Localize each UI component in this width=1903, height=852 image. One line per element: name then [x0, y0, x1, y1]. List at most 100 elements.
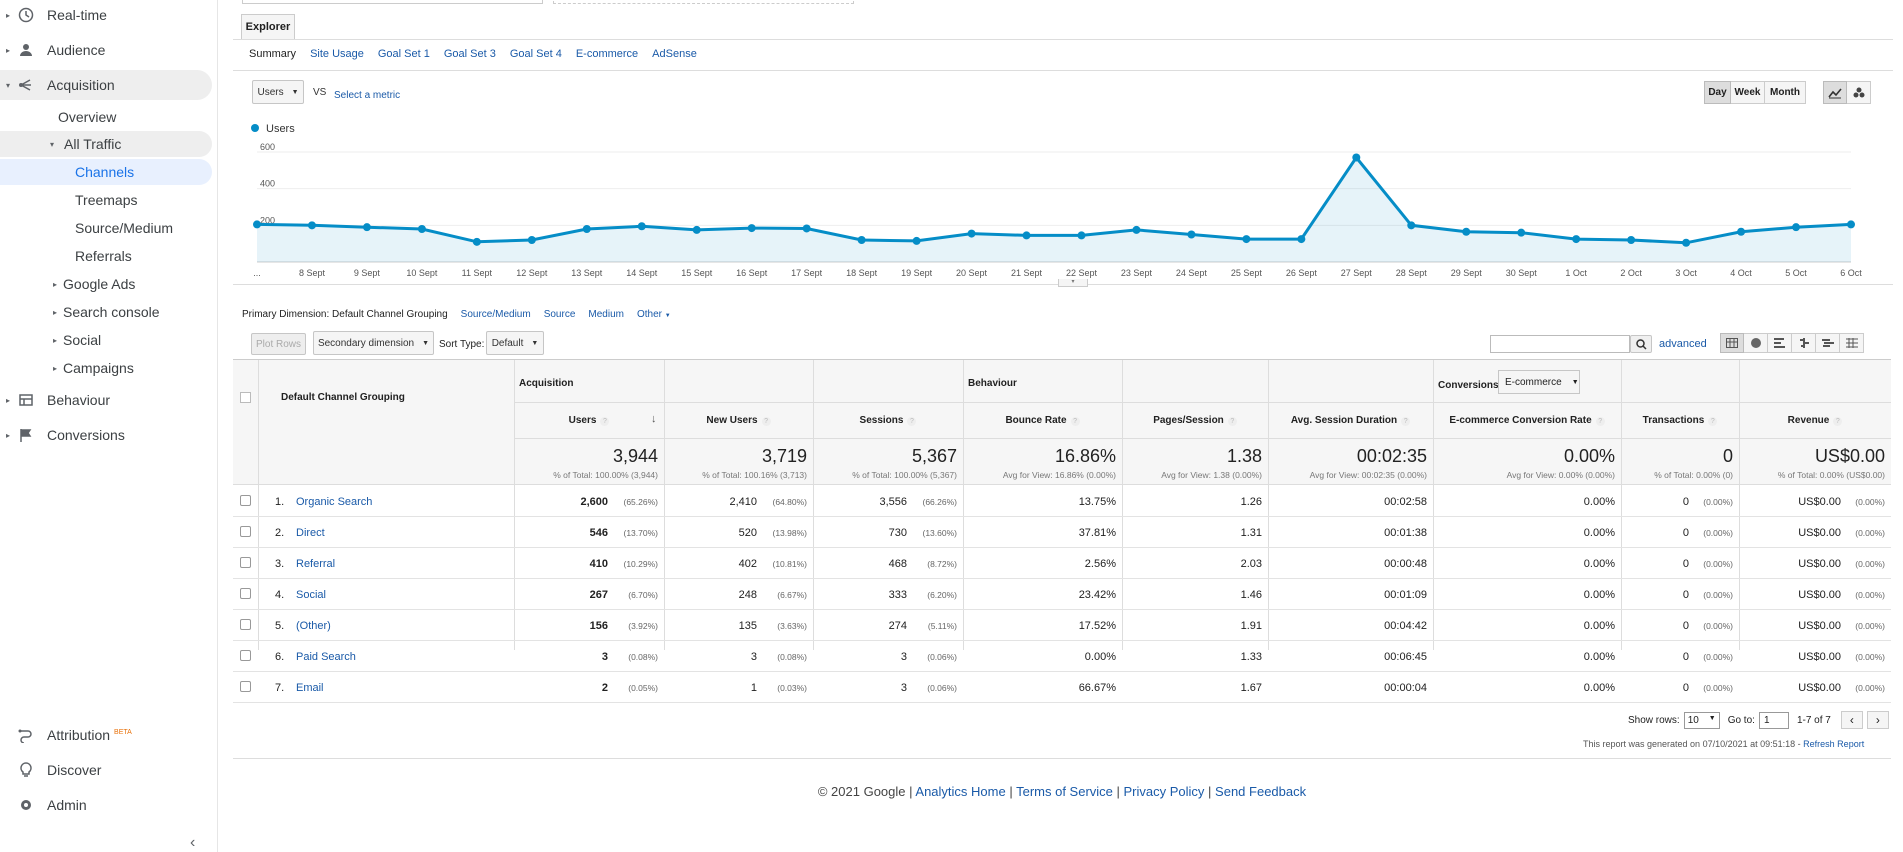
- dimension-source-medium[interactable]: Source/Medium: [460, 309, 531, 320]
- footer-feedback[interactable]: Send Feedback: [1215, 784, 1307, 799]
- data-point[interactable]: [1077, 231, 1086, 240]
- table-view-icon[interactable]: [1720, 333, 1744, 353]
- data-point[interactable]: [1627, 236, 1636, 244]
- subtab-goal-set-1[interactable]: Goal Set 1: [377, 48, 430, 60]
- nav-google-ads[interactable]: ▸ Google Ads: [53, 271, 135, 297]
- show-rows-select[interactable]: 10 ▼: [1683, 711, 1720, 729]
- next-page-icon[interactable]: ›: [1866, 711, 1889, 729]
- data-point[interactable]: [1792, 223, 1801, 232]
- data-point[interactable]: [637, 222, 646, 231]
- dimension-header[interactable]: Default Channel Grouping: [281, 392, 405, 403]
- footer-privacy[interactable]: Privacy Policy: [1123, 784, 1205, 799]
- row-channel-link[interactable]: Referral: [296, 558, 336, 570]
- dimension-source[interactable]: Source: [543, 309, 576, 320]
- data-point[interactable]: [1242, 235, 1251, 244]
- table-row[interactable]: [233, 579, 1891, 610]
- column-header[interactable]: Revenue?: [1739, 415, 1891, 426]
- row-channel-link[interactable]: Paid Search: [296, 651, 356, 663]
- row-channel-link[interactable]: Email: [296, 682, 324, 694]
- nav-discover[interactable]: Discover: [0, 755, 212, 785]
- dimension-other[interactable]: Other ▼: [636, 309, 671, 320]
- data-point[interactable]: [1022, 231, 1031, 240]
- subtab-adsense[interactable]: AdSense: [652, 48, 697, 60]
- nav-referrals[interactable]: Referrals: [75, 248, 132, 264]
- nav-behaviour[interactable]: ▸ Behaviour: [0, 385, 212, 415]
- footer-analytics-home[interactable]: Analytics Home: [915, 784, 1006, 799]
- row-channel-link[interactable]: Direct: [296, 527, 325, 539]
- row-checkbox[interactable]: [240, 588, 251, 599]
- nav-source-medium[interactable]: Source/Medium: [75, 220, 174, 236]
- subtab-goal-set-3[interactable]: Goal Set 3: [443, 48, 496, 60]
- sort-desc-icon[interactable]: ↓: [651, 413, 657, 425]
- data-point[interactable]: [1352, 153, 1361, 162]
- column-header[interactable]: Bounce Rate?: [963, 415, 1122, 426]
- nav-admin[interactable]: Admin: [0, 790, 212, 820]
- table-row[interactable]: [233, 610, 1891, 641]
- compare-box[interactable]: [553, 0, 854, 4]
- column-header[interactable]: Avg. Session Duration?: [1268, 415, 1433, 426]
- performance-view-icon[interactable]: [1768, 333, 1792, 353]
- data-point[interactable]: [857, 236, 866, 244]
- dimension-medium[interactable]: Medium: [588, 309, 624, 320]
- data-point[interactable]: [967, 229, 976, 238]
- column-header[interactable]: E-commerce Conversion Rate?: [1433, 415, 1621, 426]
- table-row[interactable]: [233, 548, 1891, 579]
- metric-select[interactable]: Users ▼: [252, 80, 304, 104]
- row-channel-link[interactable]: Organic Search: [296, 496, 373, 508]
- footer-terms[interactable]: Terms of Service: [1016, 784, 1113, 799]
- data-point[interactable]: [472, 237, 481, 246]
- row-checkbox[interactable]: [240, 557, 251, 568]
- subtab-site-usage[interactable]: Site Usage: [310, 48, 364, 60]
- table-row[interactable]: [233, 641, 1891, 672]
- refresh-report-link[interactable]: Refresh Report: [1803, 739, 1865, 749]
- search-icon[interactable]: [1630, 335, 1652, 353]
- column-header[interactable]: Users?: [514, 415, 664, 426]
- plot-rows-button[interactable]: Plot Rows: [251, 333, 306, 355]
- data-point[interactable]: [1847, 220, 1855, 229]
- data-point[interactable]: [1132, 225, 1141, 234]
- data-point[interactable]: [1517, 228, 1526, 237]
- comparison-view-icon[interactable]: [1792, 333, 1816, 353]
- subtab-goal-set-4[interactable]: Goal Set 4: [509, 48, 562, 60]
- nav-audience[interactable]: ▸ Audience: [0, 35, 212, 65]
- nav-campaigns[interactable]: ▸ Campaigns: [53, 355, 134, 381]
- row-checkbox[interactable]: [240, 526, 251, 537]
- data-point[interactable]: [802, 224, 811, 233]
- line-chart-icon[interactable]: [1823, 81, 1847, 104]
- table-row[interactable]: [233, 672, 1891, 703]
- data-point[interactable]: [692, 225, 701, 234]
- data-point[interactable]: [1407, 221, 1416, 230]
- nav-conversions[interactable]: ▸ Conversions: [0, 420, 212, 450]
- table-row[interactable]: [233, 517, 1891, 548]
- row-checkbox[interactable]: [240, 619, 251, 630]
- data-point[interactable]: [1682, 238, 1691, 247]
- dimension-active[interactable]: Default Channel Grouping: [332, 309, 448, 320]
- prev-page-icon[interactable]: ‹: [1840, 711, 1863, 729]
- subtab-summary[interactable]: Summary: [249, 48, 297, 60]
- data-point[interactable]: [1187, 230, 1196, 239]
- data-point[interactable]: [1297, 235, 1306, 244]
- row-channel-link[interactable]: Social: [296, 589, 326, 601]
- select-all-checkbox[interactable]: [240, 392, 251, 403]
- nav-realtime[interactable]: ▸ Real-time: [0, 0, 212, 30]
- data-point[interactable]: [1462, 227, 1471, 236]
- data-point[interactable]: [527, 236, 536, 244]
- subtab-ecommerce[interactable]: E-commerce: [575, 48, 639, 60]
- column-header[interactable]: Transactions?: [1621, 415, 1739, 426]
- sort-type-select[interactable]: Default ▼: [486, 331, 544, 355]
- advanced-link[interactable]: advanced: [1659, 338, 1707, 350]
- row-checkbox[interactable]: [240, 650, 251, 661]
- column-header[interactable]: Pages/Session?: [1122, 415, 1268, 426]
- data-point[interactable]: [1737, 227, 1746, 236]
- nav-attribution[interactable]: Attribution BETA: [0, 720, 212, 750]
- goto-input[interactable]: 1: [1758, 711, 1789, 729]
- interval-week-button[interactable]: Week: [1731, 81, 1765, 104]
- table-row[interactable]: [233, 486, 1891, 517]
- secondary-dimension-select[interactable]: Secondary dimension ▼: [313, 331, 434, 355]
- conversion-select[interactable]: E-commerce ▼: [1498, 370, 1580, 394]
- table-search-input[interactable]: [1490, 335, 1630, 353]
- interval-month-button[interactable]: Month: [1765, 81, 1806, 104]
- row-checkbox[interactable]: [240, 681, 251, 692]
- nav-treemaps[interactable]: Treemaps: [75, 192, 138, 208]
- data-point[interactable]: [417, 225, 426, 233]
